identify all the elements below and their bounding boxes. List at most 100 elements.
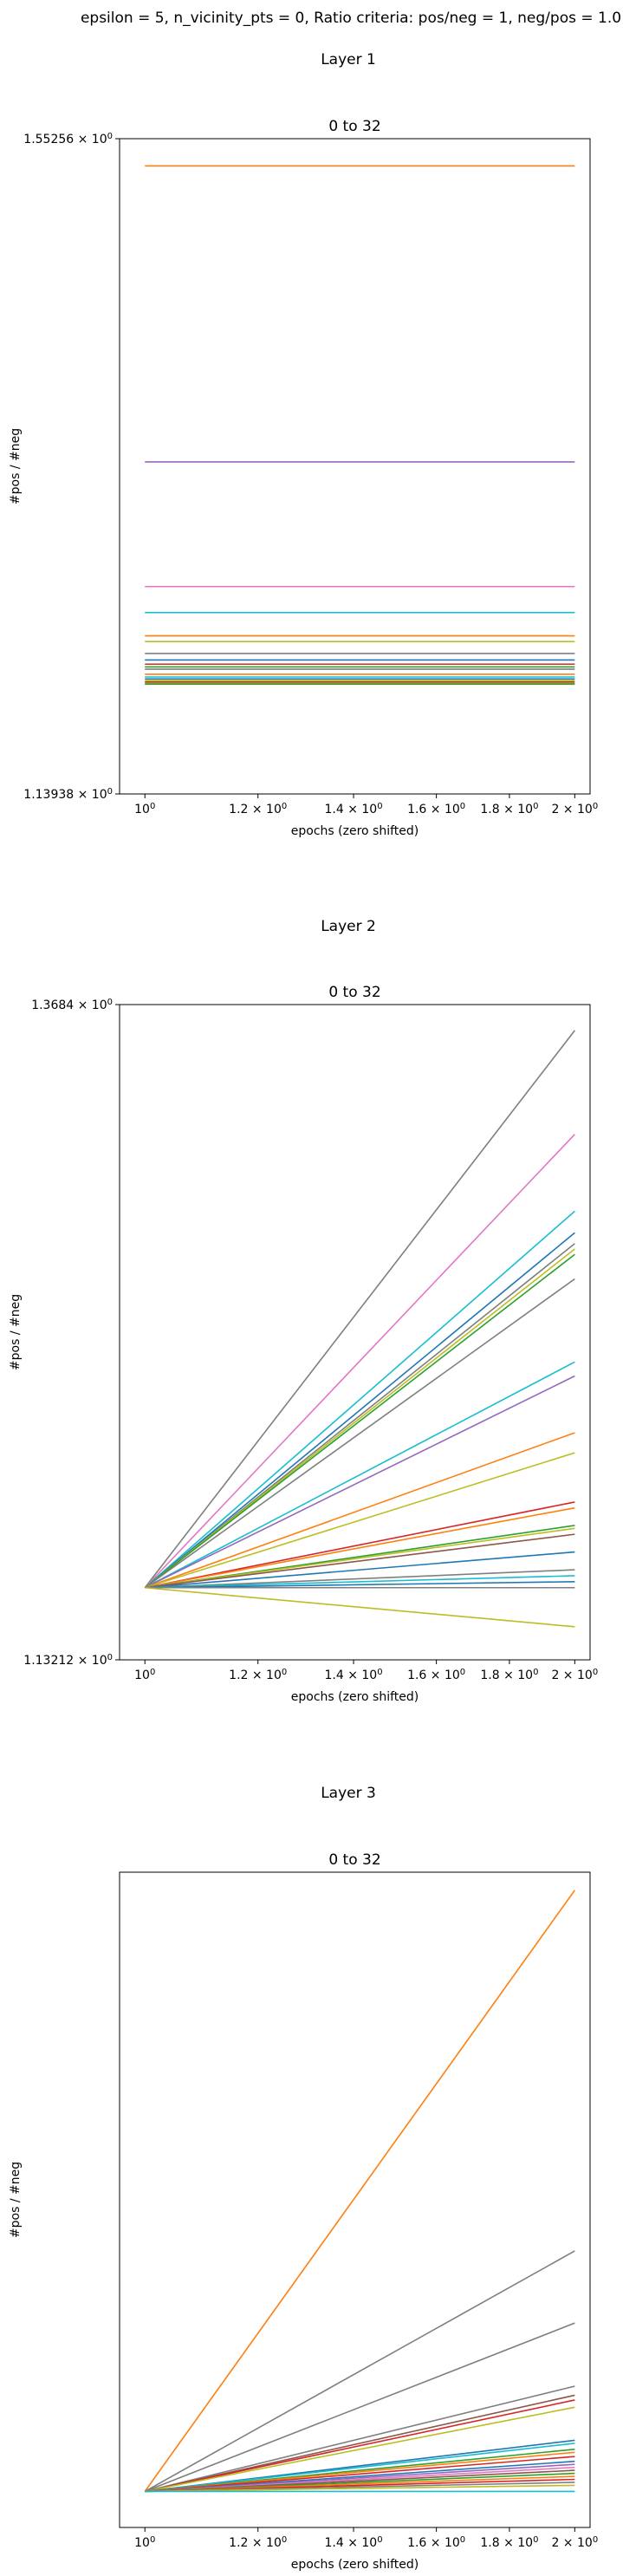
series-line-19: [145, 1569, 575, 1589]
x-tick-label-exp: 0: [460, 2535, 465, 2545]
x-tick-label: 1.4 × 100: [324, 802, 382, 817]
x-tick-label: 1.8 × 100: [480, 802, 538, 817]
x-tick-label-base: 1.6 × 10: [407, 1669, 460, 1682]
series-line-13: [145, 1501, 575, 1589]
series-line-12: [144, 1452, 575, 1589]
y-tick-label: 1.13938 × 100: [23, 787, 113, 803]
x-tick-label: 1.8 × 100: [480, 2535, 538, 2551]
x-tick-label: 1.6 × 100: [407, 1668, 465, 1683]
x-tick-label: 1.2 × 100: [229, 2535, 287, 2551]
x-tick-label-base: 1.6 × 10: [407, 2536, 460, 2550]
x-tick-label-base: 1.8 × 10: [480, 2536, 533, 2550]
x-axis-label: epochs (zero shifted): [291, 1690, 419, 1704]
x-tick-label-exp: 0: [150, 1668, 155, 1677]
series-line-17: [145, 1533, 575, 1589]
x-tick-label-base: 10: [134, 1669, 150, 1682]
x-tick-label-exp: 0: [150, 2535, 155, 2545]
x-tick-label-exp: 0: [593, 1668, 598, 1677]
y-tick-label-exp: 0: [107, 132, 113, 141]
x-axis-label: epochs (zero shifted): [291, 824, 419, 838]
x-tick-label-base: 2 × 10: [551, 2536, 592, 2550]
x-tick-label-base: 2 × 10: [551, 1669, 592, 1682]
y-tick-label-base: 1.55256 × 10: [23, 133, 107, 146]
plot-frame: [119, 138, 591, 795]
x-tick-label-exp: 0: [377, 1668, 382, 1677]
series-lines: [144, 1890, 575, 2493]
x-tick-label-base: 1.6 × 10: [407, 803, 460, 816]
y-tick-label-exp: 0: [107, 787, 113, 797]
chart-title: 0 to 32: [328, 984, 380, 1001]
y-tick-label: 1.13212 × 100: [23, 1653, 113, 1669]
x-tick-label-base: 1.4 × 10: [324, 1669, 377, 1682]
series-line-11: [144, 1432, 575, 1589]
x-tick-label-base: 1.8 × 10: [480, 1669, 533, 1682]
x-tick-label-exp: 0: [282, 802, 287, 811]
x-tick-label-base: 1.4 × 10: [324, 803, 377, 816]
x-tick-label-base: 10: [134, 2536, 150, 2550]
x-tick-label: 1.6 × 100: [407, 802, 465, 817]
x-tick-label-exp: 0: [593, 2535, 598, 2545]
y-axis-label: #pos / #neg: [9, 2162, 23, 2238]
series-line-7: [145, 2406, 575, 2493]
series-line-3: [144, 2322, 575, 2493]
series-line-8: [144, 1278, 575, 1589]
x-tick-label: 2 × 100: [551, 802, 598, 817]
x-tick-label-exp: 0: [377, 802, 382, 811]
series-line-3: [144, 1210, 575, 1589]
x-tick-label-exp: 0: [533, 2535, 538, 2545]
x-tick-label-exp: 0: [533, 802, 538, 811]
series-line-20: [145, 1575, 575, 1589]
x-tick-label-exp: 0: [150, 802, 155, 811]
x-tick-label-exp: 0: [533, 1668, 538, 1677]
x-tick-label-base: 1.2 × 10: [229, 2536, 282, 2550]
series-line-11: [145, 2451, 575, 2493]
series-lines: [144, 1030, 575, 1628]
x-axis-label: epochs (zero shifted): [291, 2558, 419, 2572]
series-line-10: [144, 1375, 575, 1589]
x-tick-label: 1.8 × 100: [480, 1668, 538, 1683]
chart-title: 0 to 32: [328, 1851, 380, 1869]
series-line-1: [144, 1890, 575, 2492]
x-tick-label-base: 2 × 10: [551, 803, 592, 816]
series-line-16: [145, 1527, 575, 1589]
series-line-6: [144, 1248, 575, 1589]
x-tick-label-base: 1.4 × 10: [324, 2536, 377, 2550]
x-tick-label: 1.4 × 100: [324, 1668, 382, 1683]
series-line-12: [145, 2456, 575, 2493]
x-tick-label-base: 1.2 × 10: [229, 803, 282, 816]
x-tick-label-base: 1.2 × 10: [229, 1669, 282, 1682]
x-tick-label-exp: 0: [460, 802, 465, 811]
series-line-23: [145, 1586, 575, 1628]
x-tick-label: 1.2 × 100: [229, 802, 287, 817]
series-line-1: [144, 1030, 575, 1589]
series-line-7: [144, 1253, 575, 1589]
series-line-6: [145, 2399, 575, 2493]
chart-title: 0 to 32: [328, 118, 380, 135]
series-line-5: [145, 2394, 575, 2493]
y-tick-label-base: 1.13212 × 10: [23, 1654, 107, 1668]
y-tick-label-base: 1.13938 × 10: [23, 788, 107, 802]
series-line-2: [144, 2250, 575, 2493]
x-tick-label-exp: 0: [593, 802, 598, 811]
series-line-4: [144, 1232, 575, 1589]
series-line-21: [145, 1581, 575, 1589]
series-lines: [145, 165, 575, 686]
plot-frame: [119, 1004, 591, 1661]
layer-label: Layer 2: [321, 918, 376, 935]
x-tick-label-exp: 0: [282, 1668, 287, 1677]
x-tick-label: 1.4 × 100: [324, 2535, 382, 2551]
series-line-4: [145, 2385, 575, 2493]
figure-suptitle: epsilon = 5, n_vicinity_pts = 0, Ratio c…: [81, 10, 621, 27]
series-line-9: [144, 1361, 575, 1589]
series-line-5: [144, 1243, 575, 1589]
x-tick-label-exp: 0: [377, 2535, 382, 2545]
y-tick-label-exp: 0: [107, 998, 113, 1007]
y-tick-label: 1.55256 × 100: [23, 132, 113, 147]
y-tick-label-base: 1.3684 × 10: [31, 999, 107, 1012]
x-tick-label: 2 × 100: [551, 2535, 598, 2551]
series-line-9: [145, 2443, 575, 2493]
y-axis-label: #pos / #neg: [9, 428, 23, 504]
